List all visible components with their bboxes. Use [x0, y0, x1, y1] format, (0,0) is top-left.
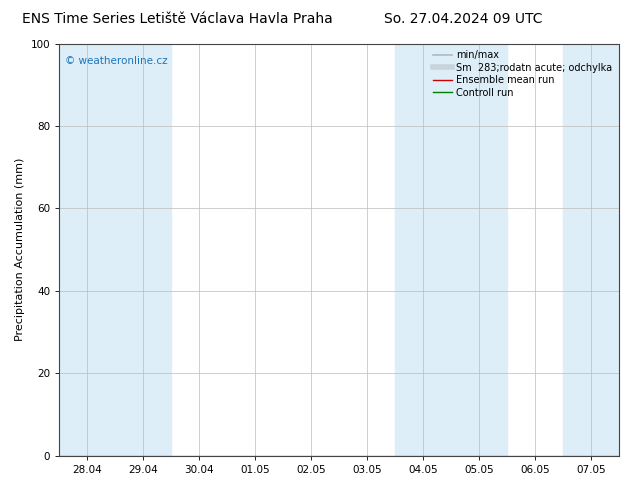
Text: © weatheronline.cz: © weatheronline.cz [65, 56, 167, 66]
Text: So. 27.04.2024 09 UTC: So. 27.04.2024 09 UTC [384, 12, 542, 26]
Bar [59, 44, 171, 456]
Bar [563, 44, 630, 456]
Legend: min/max, Sm  283;rodatn acute; odchylka, Ensemble mean run, Controll run: min/max, Sm 283;rodatn acute; odchylka, … [430, 49, 614, 99]
Text: ENS Time Series Letiště Václava Havla Praha: ENS Time Series Letiště Václava Havla Pr… [22, 12, 333, 26]
Y-axis label: Precipitation Accumulation (mm): Precipitation Accumulation (mm) [15, 158, 25, 342]
Bar [395, 44, 507, 456]
